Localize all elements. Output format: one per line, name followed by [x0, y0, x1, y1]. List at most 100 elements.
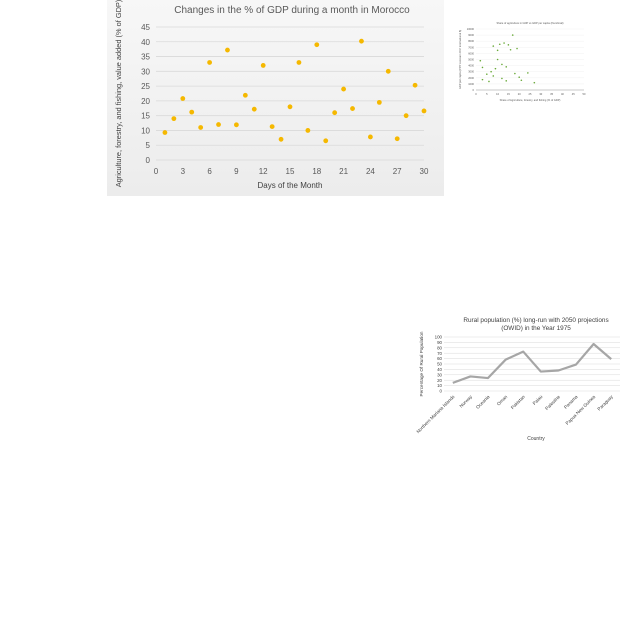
data-point — [234, 122, 239, 128]
rural-y-tick-label: 80 — [437, 345, 442, 350]
thumb-data-point — [518, 76, 520, 78]
data-point — [278, 136, 284, 142]
thumb-data-point — [481, 78, 484, 81]
thumb-y-tick-label: 0 — [473, 88, 475, 92]
thumb-x-tick-label: 45 — [572, 92, 575, 96]
y-tick-label: 10 — [141, 126, 150, 135]
thumb-data-point — [479, 59, 482, 62]
x-tick-label: 0 — [154, 167, 159, 176]
y-tick-label: 45 — [141, 23, 150, 32]
y-tick-label: 30 — [141, 67, 150, 76]
thumb-y-axis-label: GDP per capita (PPP constant 2017 intern… — [458, 30, 462, 89]
x-tick-label: 6 — [207, 167, 212, 176]
x-tick-label: 9 — [234, 167, 239, 176]
thumbnail-scatter-svg: Share of agriculture in GDP vs GDP per c… — [458, 21, 586, 102]
data-point — [305, 128, 311, 133]
rural-y-tick-label: 50 — [437, 362, 442, 367]
rural-y-tick-label: 30 — [437, 372, 442, 377]
data-point — [385, 68, 391, 74]
thumb-data-point — [486, 73, 488, 75]
rural-y-tick-label: 100 — [435, 335, 443, 340]
rural-x-tick-label: Northern Mariana Islands — [416, 394, 457, 435]
thumb-data-point — [488, 80, 490, 83]
thumb-data-point — [527, 72, 529, 74]
rural-x-tick-label: Panama — [563, 394, 579, 410]
y-tick-label: 0 — [146, 156, 151, 165]
thumb-data-point — [496, 58, 499, 61]
rural-x-tick-label: Palau — [532, 394, 544, 406]
thumb-y-tick-label: 7000 — [468, 45, 474, 49]
x-tick-label: 15 — [286, 167, 295, 176]
data-point — [323, 138, 329, 144]
data-point — [359, 38, 364, 44]
rural-x-tick-label: Oman — [496, 394, 509, 407]
thumb-y-tick-label: 2000 — [468, 76, 474, 80]
thumb-x-tick-label: 20 — [518, 92, 521, 96]
thumb-data-point — [496, 49, 499, 52]
thumb-x-tick-label: 0 — [475, 92, 477, 96]
y-tick-label: 15 — [141, 112, 150, 121]
y-axis-label: Agriculture, forestry, and fishing, valu… — [114, 0, 123, 187]
thumb-data-point — [505, 66, 508, 68]
rural-x-tick-label: Oceania — [475, 394, 491, 410]
thumb-x-tick-label: 50 — [583, 92, 586, 96]
data-point — [269, 124, 275, 130]
data-point — [251, 106, 257, 112]
data-point — [412, 82, 418, 88]
thumb-data-point — [481, 66, 484, 69]
x-tick-label: 12 — [259, 167, 268, 176]
data-point — [207, 60, 212, 65]
thumb-y-tick-label: 9000 — [468, 33, 474, 37]
thumbnail-scatter-chart: Share of agriculture in GDP vs GDP per c… — [446, 17, 592, 107]
rural-x-tick-label: Paraguay — [596, 394, 614, 412]
rural-x-tick-label: Norway — [459, 394, 474, 409]
thumb-data-point — [501, 77, 503, 80]
thumb-y-tick-label: 4000 — [468, 64, 474, 68]
morocco-scatter-svg: Changes in the % of GDP during a month i… — [114, 0, 429, 190]
data-point — [225, 47, 230, 53]
thumb-x-tick-label: 10 — [496, 92, 499, 96]
rural-y-tick-label: 0 — [440, 389, 443, 394]
thumb-data-point — [533, 81, 536, 84]
chart-title: Changes in the % of GDP during a month i… — [174, 5, 410, 16]
y-tick-label: 5 — [146, 141, 151, 150]
data-point — [314, 42, 320, 48]
data-point — [260, 63, 266, 68]
thumb-x-tick-label: 15 — [507, 92, 510, 96]
thumb-data-point — [501, 63, 503, 66]
rural-y-tick-label: 40 — [437, 367, 442, 372]
data-point — [350, 106, 355, 111]
thumb-data-point — [516, 47, 518, 50]
data-point — [421, 108, 427, 114]
y-tick-label: 20 — [141, 97, 150, 106]
data-point — [216, 122, 221, 127]
thumb-data-point — [492, 75, 495, 77]
rural-y-tick-label: 60 — [437, 356, 442, 361]
data-point — [242, 92, 248, 98]
data-point — [198, 125, 204, 130]
data-point — [296, 60, 302, 65]
data-point — [368, 134, 373, 140]
thumb-x-tick-label: 40 — [561, 92, 564, 96]
thumb-data-point — [492, 45, 495, 47]
thumb-y-tick-label: 10000 — [467, 27, 475, 31]
thumb-x-tick-label: 5 — [486, 92, 488, 96]
x-tick-label: 18 — [312, 167, 321, 176]
rural-y-tick-label: 20 — [437, 378, 442, 383]
x-tick-label: 30 — [420, 167, 429, 176]
data-point — [332, 110, 338, 116]
rural-series-line — [452, 342, 612, 384]
thumb-data-point — [490, 70, 492, 73]
data-point — [189, 109, 195, 115]
thumb-data-point — [494, 67, 497, 70]
data-point — [162, 130, 168, 135]
thumb-x-axis-label: Share of Agriculture, forestry, and fish… — [500, 98, 561, 102]
y-tick-label: 25 — [141, 82, 150, 91]
data-point — [171, 116, 177, 122]
thumb-data-point — [520, 79, 523, 82]
rural-population-line-chart: Rural population (%) long-run with 2050 … — [410, 312, 630, 447]
data-point — [287, 104, 293, 110]
thumb-x-tick-label: 30 — [539, 92, 542, 96]
data-point — [394, 136, 400, 142]
rural-y-tick-label: 90 — [437, 340, 442, 345]
